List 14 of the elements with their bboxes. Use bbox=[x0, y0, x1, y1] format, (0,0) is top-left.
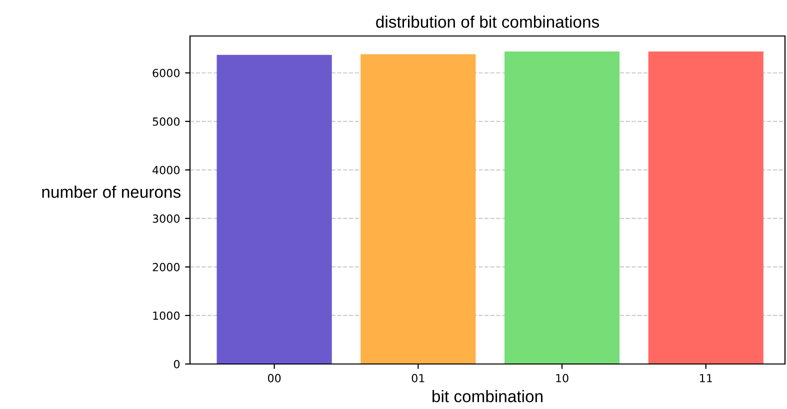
x-tick-label: 11 bbox=[700, 374, 712, 382]
y-tick-label: 2000 bbox=[152, 262, 180, 272]
x-tick-label: 01 bbox=[412, 374, 424, 382]
y-tick-label: 3000 bbox=[152, 214, 180, 223]
y-tick-label: 1000 bbox=[153, 311, 180, 320]
y-tick-label: 4000 bbox=[152, 166, 180, 174]
x-tick-label: 10 bbox=[556, 374, 568, 382]
chart-title: distribution of bit combinations bbox=[376, 16, 600, 28]
y-tick-label: 6000 bbox=[152, 68, 180, 78]
x-tick-label: 00 bbox=[268, 374, 281, 382]
y-axis-title: number of neurons bbox=[42, 186, 180, 198]
y-tick-label: 5000 bbox=[152, 117, 180, 126]
y-tick-label: 0 bbox=[174, 360, 180, 368]
x-axis-title: bit combination bbox=[432, 390, 542, 402]
